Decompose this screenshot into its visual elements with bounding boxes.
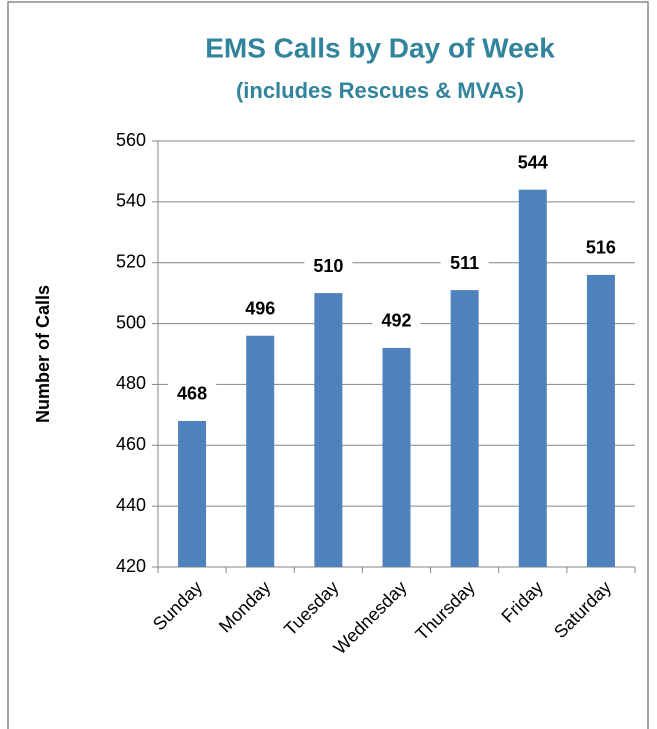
bar bbox=[382, 347, 411, 567]
y-tick-label: 520 bbox=[116, 251, 146, 271]
bar bbox=[246, 335, 275, 567]
y-tick-label: 560 bbox=[116, 130, 146, 150]
data-label-bg bbox=[168, 380, 217, 407]
y-axis-label: Number of Calls bbox=[33, 285, 53, 423]
data-label-bg bbox=[372, 307, 421, 334]
data-label-bg bbox=[440, 250, 489, 277]
bar bbox=[178, 420, 207, 567]
data-label-bg bbox=[236, 295, 285, 322]
data-label: 510 bbox=[313, 256, 343, 276]
data-label-bg bbox=[508, 149, 557, 176]
data-label: 468 bbox=[177, 384, 207, 404]
y-tick-label: 440 bbox=[116, 495, 146, 515]
data-label: 511 bbox=[450, 253, 479, 273]
data-label: 492 bbox=[381, 311, 411, 331]
bar bbox=[314, 293, 343, 567]
data-label-bg bbox=[304, 253, 353, 280]
data-label: 544 bbox=[518, 152, 548, 172]
y-tick-label: 480 bbox=[116, 373, 146, 393]
y-tick-label: 540 bbox=[116, 191, 146, 211]
bar bbox=[586, 274, 615, 567]
data-label: 496 bbox=[245, 298, 275, 318]
chart-subtitle: (includes Rescues & MVAs) bbox=[236, 78, 524, 103]
data-label: 516 bbox=[586, 238, 616, 258]
bar bbox=[450, 290, 479, 567]
data-label-bg bbox=[576, 234, 625, 261]
bar bbox=[518, 189, 547, 567]
y-tick-label: 460 bbox=[116, 434, 146, 454]
chart-title: EMS Calls by Day of Week bbox=[205, 32, 555, 63]
y-tick-label: 420 bbox=[116, 556, 146, 576]
y-tick-label: 500 bbox=[116, 312, 146, 332]
